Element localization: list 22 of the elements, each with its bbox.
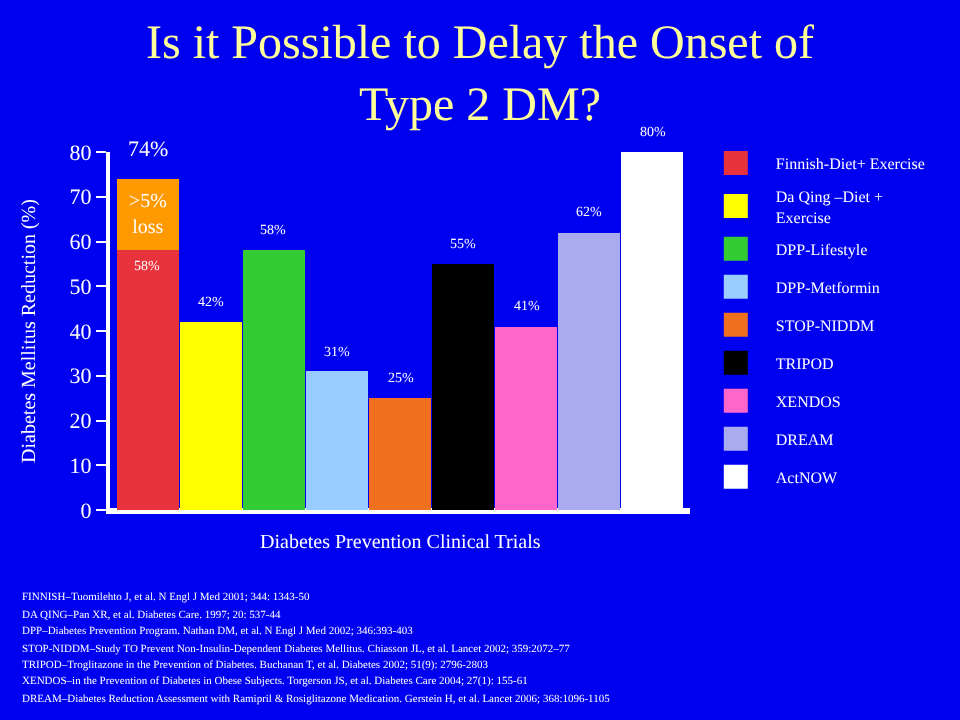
y-tick-label: 40 xyxy=(69,320,93,345)
y-tick-label: 60 xyxy=(69,231,93,256)
series-label: >5% loss xyxy=(128,190,167,239)
y-tick-label: 20 xyxy=(69,410,93,435)
legend-label: Da Qing –Diet + Exercise xyxy=(775,187,884,227)
legend-label: STOP-NIDDM xyxy=(775,316,875,335)
y-tick-label: 80 xyxy=(69,141,93,166)
y-tick-label: 0 xyxy=(80,499,93,524)
legend-label: DPP-Lifestyle xyxy=(775,240,869,259)
legend-label: XENDOS xyxy=(775,392,841,411)
y-tick-label: 50 xyxy=(69,275,93,300)
y-axis-title: Diabetes Mellitus Reduction (%) xyxy=(18,199,41,463)
y-tick-label: 70 xyxy=(69,186,93,211)
y-tick-label: 10 xyxy=(69,454,93,479)
x-axis-title: Diabetes Prevention Clinical Trials xyxy=(260,532,541,554)
y-tick-label: 30 xyxy=(69,365,93,390)
legend-label: ActNOW xyxy=(775,468,839,487)
legend-label: TRIPOD xyxy=(775,354,835,373)
legend-label: Finnish-Diet+ Exercise xyxy=(775,155,926,174)
legend-label: DREAM xyxy=(775,430,834,449)
total-label: 74% xyxy=(128,138,169,162)
legend-label: DPP-Metformin xyxy=(775,278,880,297)
